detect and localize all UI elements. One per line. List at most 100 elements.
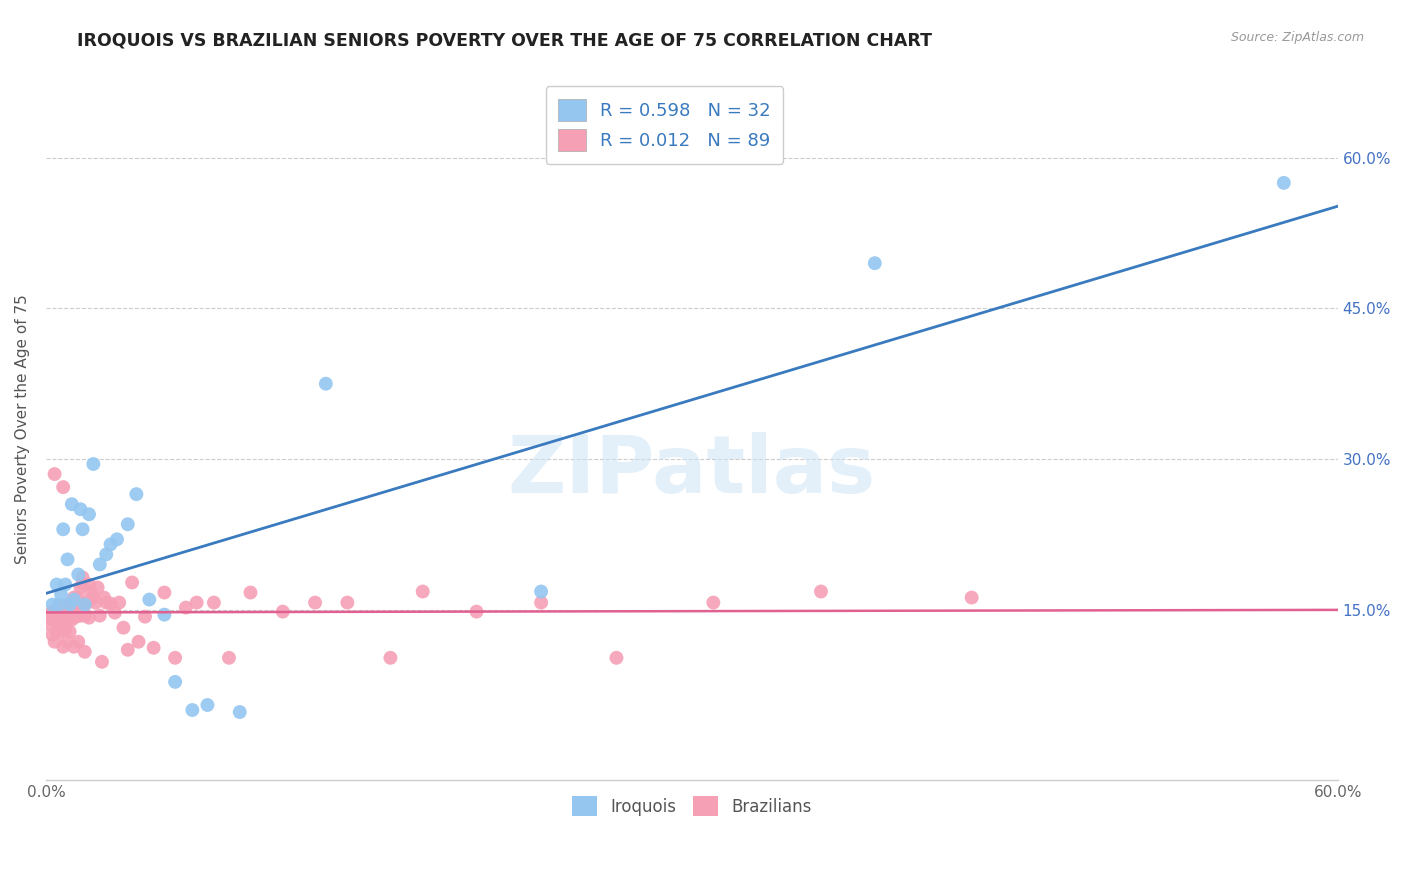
Point [52,522,75,536]
Point [52,613,75,627]
Point [41,598,63,612]
Point [89,558,111,572]
Point [174,600,197,615]
Point [73,598,96,612]
Point [134,609,156,624]
Point [96,548,118,562]
Point [181,703,204,717]
Text: ZIPatlas: ZIPatlas [508,432,876,510]
Point [96,596,118,610]
Point [41,613,63,627]
Point [105,533,128,547]
Point [49,599,72,614]
Point [69,502,91,516]
Point [72,570,94,584]
Point [49,588,72,602]
Point [49,605,72,619]
Point [72,522,94,536]
Point [218,650,240,665]
Point [45,607,67,622]
Point [104,606,127,620]
Point [121,575,143,590]
Point [89,608,111,623]
Point [52,480,75,494]
Point [530,596,553,610]
Point [60,497,83,511]
Point [76,596,98,610]
Point [1272,176,1295,190]
Point [59,598,82,612]
Point [49,624,72,639]
Point [45,605,67,619]
Point [44,609,66,624]
Point [67,634,90,648]
Point [142,640,165,655]
Point [112,621,135,635]
Point [202,596,225,610]
Point [304,596,326,610]
Point [153,585,176,599]
Point [52,608,75,623]
Point [44,467,66,481]
Point [125,487,148,501]
Point [72,576,94,591]
Point [45,624,67,639]
Point [63,598,86,612]
Point [44,634,66,648]
Point [86,581,108,595]
Point [63,591,86,605]
Point [69,608,91,623]
Point [44,607,66,621]
Point [59,597,82,611]
Point [53,577,76,591]
Point [186,596,208,610]
Point [69,581,91,595]
Point [53,623,76,637]
Point [77,610,100,624]
Point [93,591,115,605]
Y-axis label: Seniors Poverty Over the Age of 75: Seniors Poverty Over the Age of 75 [15,294,30,564]
Point [128,634,150,648]
Point [77,507,100,521]
Point [465,605,488,619]
Point [48,613,70,627]
Point [197,698,219,712]
Point [82,591,104,605]
Point [239,585,262,599]
Point [412,584,434,599]
Point [63,592,86,607]
Point [228,705,250,719]
Text: IROQUOIS VS BRAZILIAN SENIORS POVERTY OVER THE AGE OF 75 CORRELATION CHART: IROQUOIS VS BRAZILIAN SENIORS POVERTY OV… [77,31,932,49]
Point [863,256,886,270]
Point [530,584,553,599]
Point [63,640,86,654]
Point [65,597,87,611]
Point [56,552,79,566]
Point [271,605,294,619]
Point [60,604,83,618]
Point [165,674,187,689]
Point [605,650,627,665]
Point [48,598,70,612]
Point [73,645,96,659]
Point [960,591,983,605]
Point [65,609,87,624]
Point [82,457,104,471]
Point [315,376,337,391]
Text: Source: ZipAtlas.com: Source: ZipAtlas.com [1230,31,1364,45]
Point [39,607,62,622]
Point [48,608,70,623]
Point [702,596,724,610]
Point [73,608,96,623]
Point [165,650,187,665]
Point [53,609,76,624]
Point [39,617,62,632]
Point [67,567,90,582]
Point [380,650,402,665]
Point [48,605,70,619]
Point [56,604,79,618]
Point [67,605,90,619]
Point [810,584,832,599]
Point [138,592,160,607]
Point [60,613,83,627]
